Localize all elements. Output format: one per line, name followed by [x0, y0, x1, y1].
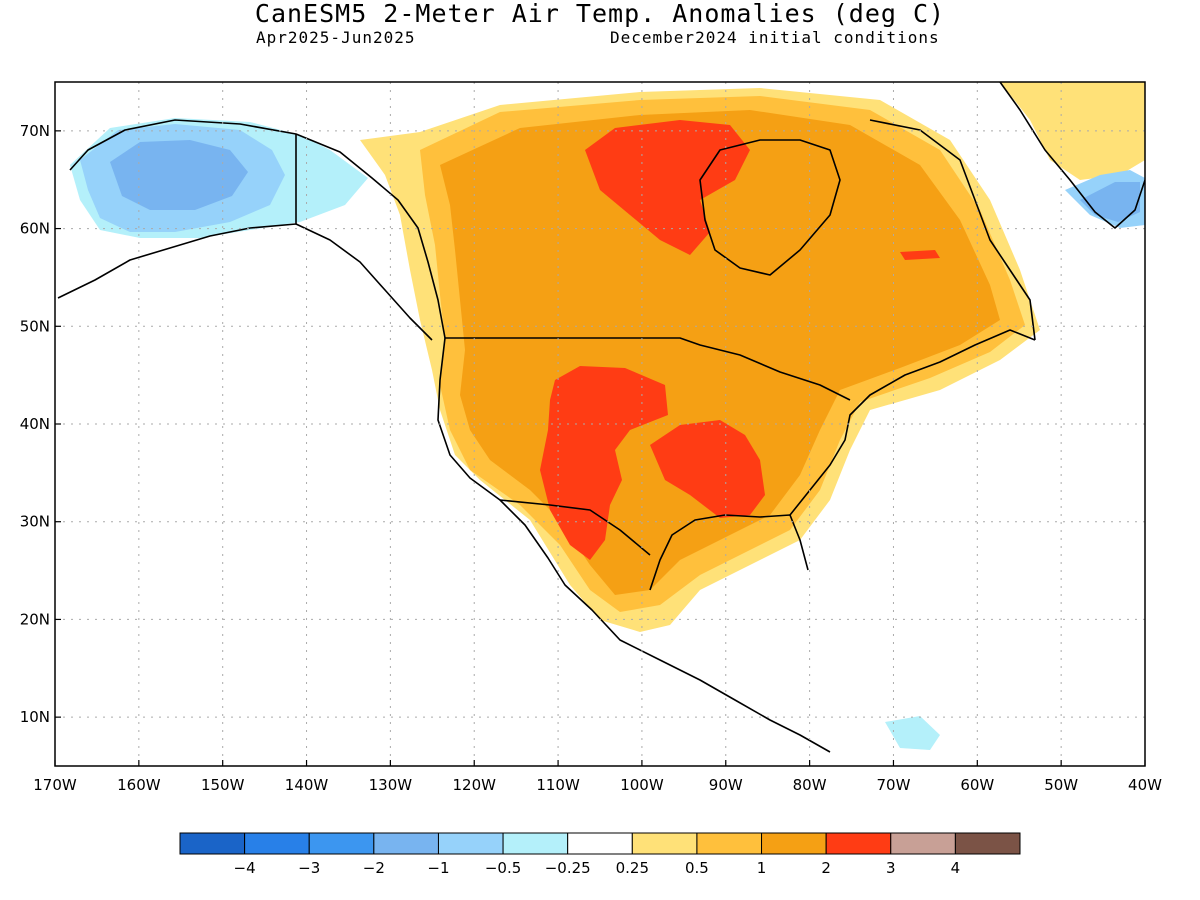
- lat-label: 70N: [20, 122, 50, 140]
- colorbar-swatch: [954, 832, 1021, 855]
- lat-label: 10N: [20, 708, 50, 726]
- lon-label: 90W: [709, 776, 743, 794]
- colorbar-swatch: [308, 832, 375, 855]
- colorbar-label: −1: [427, 859, 449, 877]
- lon-label: 140W: [285, 776, 329, 794]
- map-frame: [54, 81, 1146, 767]
- forecast-period: Apr2025-Jun2025: [256, 28, 416, 47]
- colorbar-label: −2: [363, 859, 385, 877]
- southeast-us-red-region: [650, 420, 765, 518]
- lon-label: 130W: [369, 776, 413, 794]
- lon-label: 110W: [536, 776, 580, 794]
- lon-label: 60W: [960, 776, 994, 794]
- lon-label: 160W: [117, 776, 161, 794]
- anomaly-shading: [70, 82, 1145, 750]
- colorbar-swatch: [567, 832, 633, 855]
- lon-label: 70W: [877, 776, 911, 794]
- colorbar-swatch: [437, 832, 504, 855]
- colorbar-label: 4: [951, 859, 961, 877]
- colorbar-label: −0.25: [545, 859, 591, 877]
- alaska-coastline: [69, 119, 446, 339]
- initial-conditions: December2024 initial conditions: [610, 28, 940, 47]
- greenland-coastline: [999, 82, 1145, 229]
- lon-label: 170W: [33, 776, 77, 794]
- colorbar-swatch: [502, 832, 569, 855]
- colorbar-swatch: [825, 832, 892, 855]
- lon-label: 50W: [1044, 776, 1078, 794]
- lat-label: 50N: [20, 317, 50, 335]
- colorbar: [179, 832, 1021, 855]
- atlantic-coastline: [789, 329, 1036, 516]
- us-canada-border: [445, 337, 851, 401]
- graticule: [54, 82, 1146, 766]
- colorbar-swatch: [179, 832, 246, 855]
- colorbar-label: 1: [757, 859, 767, 877]
- lon-label: 80W: [793, 776, 827, 794]
- lon-label: 40W: [1128, 776, 1162, 794]
- hudson-bay-coastline: [699, 139, 841, 276]
- alaska-blue-region: [110, 140, 248, 210]
- map-title: CanESM5 2-Meter Air Temp. Anomalies (deg…: [254, 0, 946, 28]
- lat-label: 60N: [20, 220, 50, 238]
- labrador-coastline: [869, 119, 1036, 341]
- colorbar-swatch: [761, 832, 827, 855]
- us-mexico-border: [499, 499, 651, 556]
- colorbar-label: 2: [821, 859, 831, 877]
- lat-label: 30N: [20, 513, 50, 531]
- lon-label: 120W: [452, 776, 496, 794]
- west-coastline: [437, 337, 831, 753]
- gulf-coastline: [649, 514, 809, 591]
- colorbar-label: −3: [298, 859, 320, 877]
- longitude-labels: 170W 160W 150W 140W 130W 120W 110W 100W 90W 80W 70…: [33, 776, 1162, 794]
- central-us-red-region: [540, 366, 668, 560]
- alaska-south-coast: [57, 223, 433, 341]
- labrador-red-patch: [900, 250, 940, 260]
- colorbar-label: 0.5: [685, 859, 709, 877]
- lon-label: 100W: [620, 776, 664, 794]
- latitude-labels: 70N 60N 50N 40N 30N 20N 10N: [20, 122, 50, 726]
- colorbar-swatch: [696, 832, 763, 855]
- lon-label: 150W: [201, 776, 245, 794]
- colorbar-label: 3: [886, 859, 896, 877]
- hudson-bay-west-red-region: [585, 120, 750, 255]
- colorbar-label: −4: [234, 859, 256, 877]
- lat-label: 20N: [20, 610, 50, 628]
- caribbean-light-cyan-patch: [885, 716, 940, 750]
- colorbar-swatch: [631, 832, 698, 855]
- coastlines: [57, 82, 1145, 753]
- colorbar-label: 0.25: [616, 859, 649, 877]
- colorbar-swatch: [244, 832, 310, 855]
- lat-label: 40N: [20, 415, 50, 433]
- colorbar-swatch: [373, 832, 439, 855]
- colorbar-labels: −4 −3 −2 −1 −0.5 −0.25 0.25 0.5 1 2 3 4: [234, 859, 961, 877]
- colorbar-label: −0.5: [485, 859, 521, 877]
- colorbar-swatch: [890, 832, 956, 855]
